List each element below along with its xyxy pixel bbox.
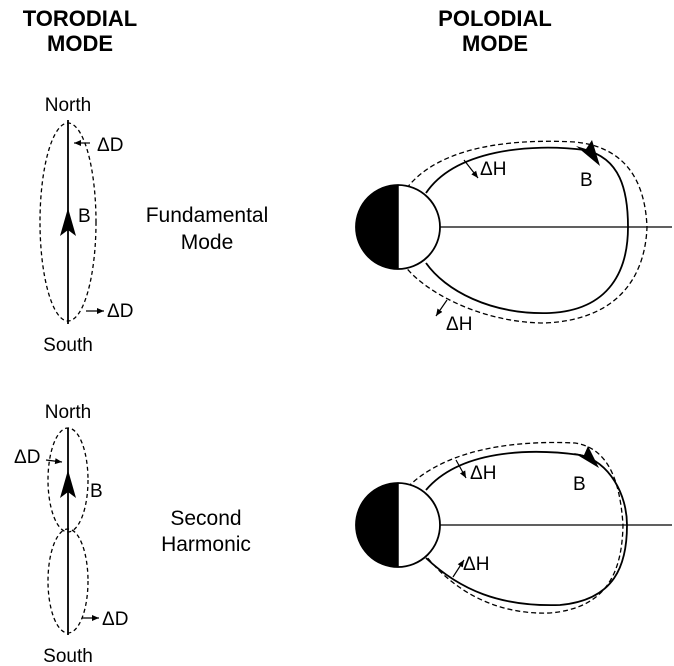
delta-h-arrow-bottom xyxy=(452,559,465,578)
b-arrow-icon xyxy=(576,140,600,166)
delta-h-label-bottom: ΔH xyxy=(463,554,489,575)
b-label: B xyxy=(580,170,593,191)
delta-h-arrow-bottom xyxy=(435,299,448,317)
b-label: B xyxy=(90,481,103,502)
delta-d-label-top: ΔD xyxy=(97,135,123,156)
poloidal-header-line2: MODE xyxy=(462,31,528,56)
b-arrow-icon xyxy=(574,446,599,468)
fundamental-mode-label-line1: Fundamental xyxy=(146,204,269,227)
north-label: North xyxy=(45,95,91,116)
poloidal-second-harmonic-diagram: B ΔH ΔH xyxy=(355,441,672,614)
b-arrow-icon xyxy=(60,470,76,498)
earth-night-side xyxy=(356,185,398,269)
earth-night-side xyxy=(356,483,398,567)
b-label: B xyxy=(78,206,91,227)
delta-h-label-bottom: ΔH xyxy=(446,314,472,335)
delta-d-label-bottom: ΔD xyxy=(102,609,128,630)
delta-h-arrow-top xyxy=(455,459,467,479)
delta-h-arrow-top xyxy=(463,159,479,179)
delta-d-label-bottom: ΔD xyxy=(107,301,133,322)
second-harmonic-label-line2: Harmonic xyxy=(161,533,251,556)
field-line xyxy=(425,450,628,607)
delta-h-label-top: ΔH xyxy=(480,159,506,180)
toroidal-fundamental-diagram: North B ΔD ΔD South xyxy=(39,95,133,356)
south-label: South xyxy=(43,335,93,356)
delta-h-label-top: ΔH xyxy=(470,463,496,484)
fundamental-mode-label-line2: Mode xyxy=(181,231,234,254)
delta-d-arrow-top xyxy=(45,458,63,465)
poloidal-fundamental-diagram: B ΔH ΔH xyxy=(355,140,672,335)
toroidal-second-harmonic-diagram: North B ΔD ΔD South xyxy=(14,402,128,666)
toroidal-header-line2: MODE xyxy=(47,31,113,56)
b-label: B xyxy=(573,474,586,495)
south-label: South xyxy=(43,646,93,666)
b-arrow-icon xyxy=(60,208,76,236)
perturbed-field-line xyxy=(401,140,648,324)
second-harmonic-label-line1: Second xyxy=(170,507,241,530)
field-line xyxy=(425,146,629,314)
delta-d-label-top: ΔD xyxy=(14,447,40,468)
toroidal-header-line1: TORODIAL xyxy=(23,6,137,31)
poloidal-header-line1: POLODIAL xyxy=(438,6,552,31)
north-label: North xyxy=(45,402,91,423)
perturbed-field-line xyxy=(401,441,624,614)
